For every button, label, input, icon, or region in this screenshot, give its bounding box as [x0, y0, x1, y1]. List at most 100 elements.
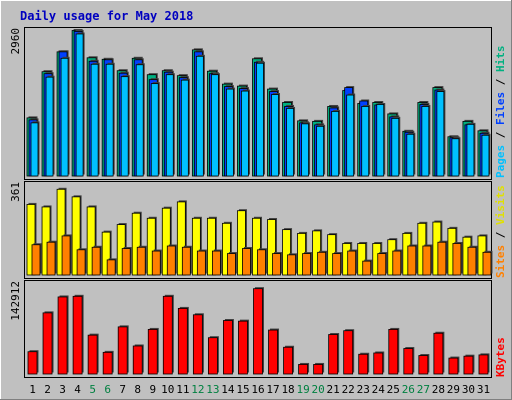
x-label-day-4: 4 [74, 383, 81, 396]
bar-kbytes-day-31 [478, 353, 490, 375]
y-max-label-middle: 361 [9, 182, 22, 202]
bar-kbytes-day-15 [238, 319, 249, 375]
bar-pages-day-25 [391, 116, 401, 177]
bar-kbytes-day-12 [192, 313, 204, 375]
y-max-label-top: 2960 [9, 28, 22, 55]
bar-sites-day-1 [31, 243, 42, 276]
x-label-day-12: 12 [191, 383, 204, 396]
bar-kbytes-day-14 [223, 319, 234, 375]
bar-sites-day-19 [302, 252, 313, 276]
bar-visits-day-8 [131, 211, 142, 276]
bar-sites-day-15 [242, 247, 252, 276]
bar-pages-day-26 [406, 132, 416, 177]
bar-sites-day-25 [392, 249, 403, 276]
x-label-day-10: 10 [161, 383, 174, 396]
x-label-day-28: 28 [432, 383, 445, 396]
bar-visits-day-10 [161, 206, 172, 276]
x-label-day-13: 13 [206, 383, 219, 396]
bar-kbytes-day-4 [72, 294, 84, 375]
bar-sites-day-30 [467, 245, 478, 276]
bar-sites-day-13 [211, 249, 222, 276]
bar-visits-day-18 [282, 228, 293, 276]
legend-pages: Pages [494, 145, 507, 178]
x-label-day-14: 14 [221, 383, 235, 396]
bar-pages-day-11 [180, 78, 190, 177]
x-label-day-22: 22 [342, 383, 355, 396]
x-axis-day-labels: 1 2 3 4 5 6 7 8 9 10 11 12 13 14 15 16 17 18 19 20 21 22 23 24 2… [29, 383, 490, 396]
bar-sites-day-24 [377, 252, 388, 276]
bar-visits-day-5 [86, 205, 97, 276]
bar-sites-day-11 [181, 245, 192, 276]
bar-pages-day-12 [195, 54, 205, 177]
bar-kbytes-day-30 [463, 354, 475, 375]
bar-kbytes-day-28 [433, 331, 445, 375]
bar-kbytes-day-2 [42, 311, 54, 375]
bar-pages-day-8 [135, 63, 145, 177]
x-label-day-21: 21 [327, 383, 340, 396]
bar-kbytes-day-21 [328, 333, 340, 375]
bars-pages-files-hits [26, 28, 491, 177]
bar-pages-day-10 [165, 73, 175, 177]
x-label-day-31: 31 [477, 383, 490, 396]
bar-kbytes-day-9 [147, 327, 159, 375]
bar-pages-day-24 [376, 102, 386, 177]
bar-kbytes-day-23 [358, 352, 370, 375]
x-label-day-3: 3 [59, 383, 66, 396]
bar-kbytes-day-22 [343, 329, 355, 375]
legend-top: Pages / Files / Hits [494, 46, 507, 179]
bar-sites-day-29 [452, 241, 463, 276]
bar-pages-day-14 [226, 87, 235, 177]
bars-kbytes [27, 287, 490, 375]
x-label-day-16: 16 [251, 383, 264, 396]
bar-kbytes-day-24 [373, 351, 385, 375]
x-label-day-9: 9 [149, 383, 156, 396]
x-label-day-29: 29 [447, 383, 460, 396]
bar-kbytes-day-17 [268, 328, 280, 375]
x-label-day-17: 17 [266, 383, 279, 396]
x-label-day-5: 5 [89, 383, 96, 396]
panel-frame-top [24, 27, 492, 180]
svg-text:Pages / Files / Hits: Pages / Files / Hits [494, 46, 507, 179]
bars-visits-sites [26, 187, 493, 276]
legend-kbytes: KBytes [494, 337, 507, 377]
bar-kbytes-day-1 [27, 350, 39, 375]
bar-pages-day-23 [361, 104, 371, 177]
bar-visits-day-12 [191, 216, 202, 276]
bar-pages-day-28 [436, 90, 446, 177]
bar-pages-day-5 [90, 62, 100, 177]
bar-kbytes-day-16 [253, 287, 264, 375]
bar-visits-day-17 [267, 218, 278, 276]
bar-pages-day-31 [481, 133, 491, 177]
bar-visits-day-6 [101, 230, 112, 276]
bar-pages-day-22 [346, 93, 356, 177]
bar-pages-day-6 [105, 62, 115, 177]
bar-sites-day-9 [151, 249, 162, 276]
panel-frame-middle [24, 181, 492, 279]
legend-separator-3: / [494, 225, 507, 245]
bar-visits-day-13 [206, 216, 217, 276]
bar-pages-day-13 [210, 73, 220, 177]
bar-visits-day-16 [252, 216, 262, 276]
bar-sites-day-8 [136, 245, 147, 276]
x-label-day-30: 30 [462, 383, 475, 396]
bar-sites-day-2 [46, 240, 57, 276]
y-max-label-bottom: 142912 [9, 281, 22, 321]
bar-visits-day-3 [56, 187, 67, 276]
bar-sites-day-31 [482, 250, 493, 276]
legend-middle: Sites / Visits [494, 185, 507, 278]
bar-sites-day-12 [196, 249, 207, 276]
x-label-day-11: 11 [176, 383, 189, 396]
bar-pages-day-19 [301, 122, 311, 177]
svg-text:KBytes: KBytes [494, 337, 507, 377]
x-label-day-24: 24 [372, 383, 386, 396]
bar-sites-day-26 [407, 244, 418, 276]
legend-files: Files [494, 92, 507, 125]
bar-kbytes-day-27 [418, 354, 430, 375]
bar-visits-day-11 [176, 200, 187, 276]
bar-kbytes-day-20 [313, 362, 325, 375]
legend-visits: Visits [494, 185, 507, 225]
bar-sites-day-14 [227, 252, 237, 276]
bar-kbytes-day-26 [403, 347, 415, 375]
bar-pages-day-3 [60, 56, 70, 177]
bar-pages-day-17 [271, 93, 281, 177]
